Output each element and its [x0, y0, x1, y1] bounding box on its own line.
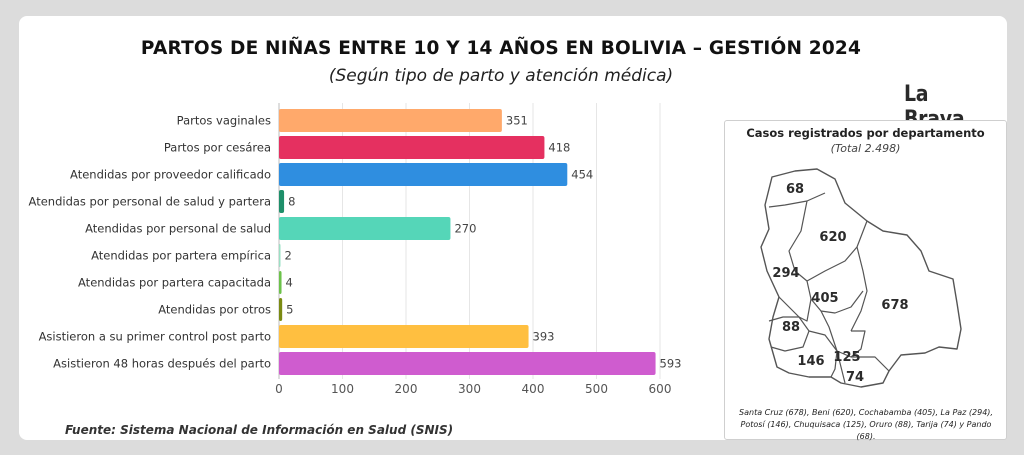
chart-title: PARTOS DE NIÑAS ENTRE 10 Y 14 AÑOS EN BO… — [140, 38, 862, 59]
category-label: Atendidas por partera empírica — [91, 249, 271, 263]
value-label: 454 — [571, 168, 593, 182]
map-label-tarija: 74 — [846, 370, 864, 385]
bar — [279, 190, 285, 213]
map-title: Casos registrados por departamento — [746, 126, 985, 140]
source-note: Fuente: Sistema Nacional de Información … — [65, 423, 454, 437]
value-label: 593 — [660, 357, 682, 371]
category-label: Asistieron 48 horas después del parto — [53, 357, 271, 371]
category-label: Atendidas por personal de salud y parter… — [29, 195, 271, 209]
category-label: Partos por cesárea — [164, 141, 271, 155]
x-tick-label: 600 — [649, 382, 672, 396]
value-label: 351 — [506, 114, 528, 128]
border-cochabamba — [806, 280, 864, 314]
border-tarija — [836, 350, 890, 384]
category-label: Asistieron a su primer control post part… — [39, 330, 271, 344]
department-borders — [768, 192, 890, 384]
bar — [279, 298, 283, 321]
map-label-cochabamba: 405 — [811, 291, 838, 306]
value-label: 4 — [286, 276, 293, 290]
bar — [279, 136, 545, 159]
border-santacruz-west — [850, 246, 868, 332]
country-outline — [760, 168, 962, 388]
chart-subtitle: (Según tipo de parto y atención médica) — [328, 66, 674, 86]
x-tick-label: 500 — [585, 382, 608, 396]
value-label: 2 — [285, 249, 292, 263]
value-label: 270 — [454, 222, 476, 236]
map-label-beni: 620 — [819, 230, 846, 245]
x-tick-label: 0 — [275, 382, 283, 396]
bar — [279, 325, 529, 348]
bar — [279, 244, 281, 267]
border-beni-lapaz — [788, 200, 808, 282]
bolivia-map: 68 620 294 405 678 88 146 125 74 — [760, 168, 962, 388]
map-note-line-2: Potosí (146), Chuquisaca (125), Oruro (8… — [740, 420, 992, 441]
category-label: Partos vaginales — [177, 114, 271, 128]
value-label: 5 — [286, 303, 293, 317]
department-map-panel: 68 620 294 405 678 88 146 125 74 Casos r… — [724, 120, 1007, 443]
category-label: Atendidas por partera capacitada — [78, 276, 271, 290]
map-label-pando: 68 — [786, 182, 804, 197]
x-tick-label: 200 — [395, 382, 418, 396]
x-tick-label: 400 — [522, 382, 545, 396]
bar — [279, 109, 502, 132]
value-label: 418 — [548, 141, 570, 155]
x-tick-label: 100 — [331, 382, 354, 396]
category-label: Atendidas por proveedor calificado — [70, 168, 271, 182]
bar — [279, 163, 568, 186]
map-label-lapaz: 294 — [772, 266, 799, 281]
map-label-santacruz: 678 — [881, 298, 908, 313]
value-label: 393 — [533, 330, 555, 344]
border-beni-south — [806, 220, 868, 282]
bar-chart: 0 100 200 300 400 500 600 Partos vaginales 351 Pa… — [29, 103, 682, 396]
map-note-line-1: Santa Cruz (678), Beni (620), Cochabamba… — [739, 408, 993, 417]
map-label-oruro: 88 — [782, 320, 800, 335]
map-total: (Total 2.498) — [830, 142, 901, 155]
map-value-labels: 68 620 294 405 678 88 146 125 74 — [772, 182, 908, 385]
border-pando — [768, 192, 826, 208]
value-label: 8 — [288, 195, 295, 209]
category-label: Atendidas por personal de salud — [85, 222, 271, 236]
category-label: Atendidas por otros — [158, 303, 271, 317]
x-tick-label: 300 — [458, 382, 481, 396]
map-outline — [760, 168, 962, 388]
map-label-chuquisaca: 125 — [833, 350, 860, 365]
map-note: Santa Cruz (678), Beni (620), Cochabamba… — [731, 407, 1001, 443]
bar — [279, 217, 451, 240]
map-label-potosi: 146 — [797, 354, 824, 369]
bar — [279, 271, 282, 294]
infographic-card: PARTOS DE NIÑAS ENTRE 10 Y 14 AÑOS EN BO… — [19, 16, 1007, 443]
bar — [279, 352, 656, 375]
